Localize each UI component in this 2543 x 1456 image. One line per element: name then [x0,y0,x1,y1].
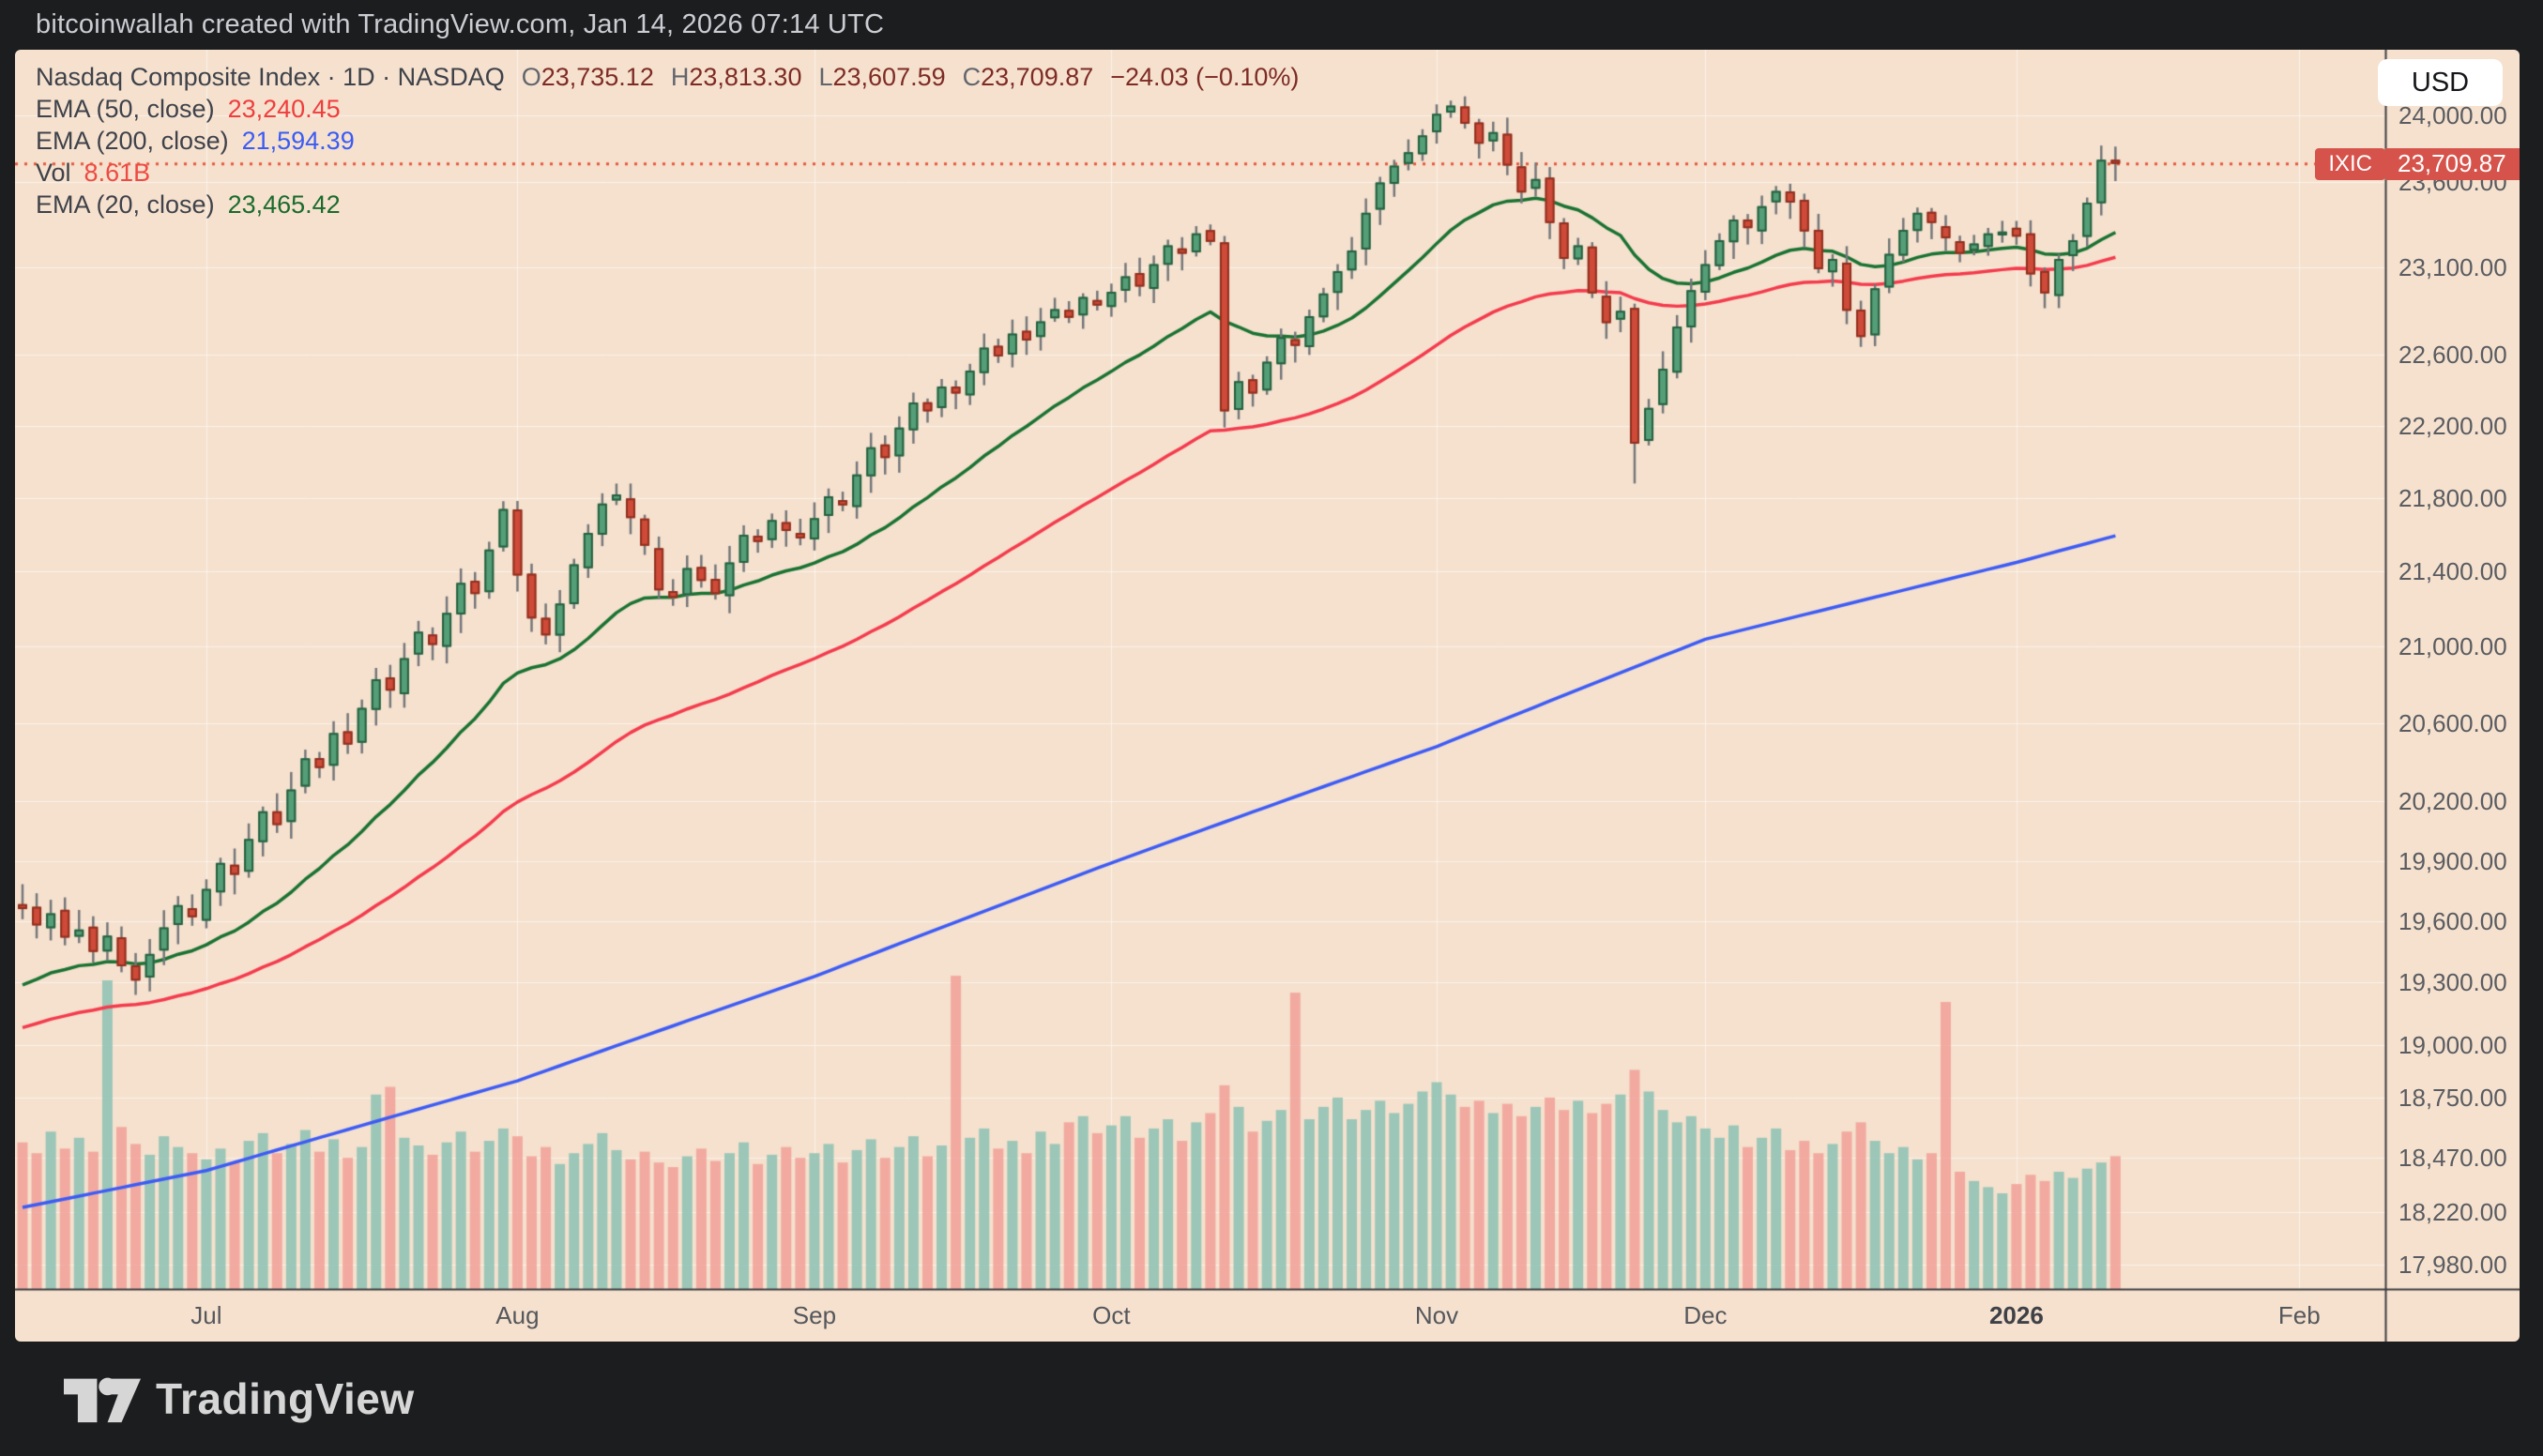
price-tick-label: 22,600.00 [2398,341,2507,370]
time-tick-label: 2026 [1988,1301,2044,1329]
price-tick-label: 23,100.00 [2398,253,2507,282]
time-tick-label: Feb [2277,1301,2321,1329]
time-tick-label: Sep [792,1301,837,1329]
indicator-value: 23,240.45 [227,95,341,123]
ohlc-key: O [521,63,541,91]
ohlc-value: 23,709.87 [981,63,1094,91]
indicator-value: 21,594.39 [241,127,355,155]
indicator-row[interactable]: EMA (200, close) 21,594.39 [36,125,1299,157]
price-tick-label: 18,750.00 [2398,1084,2507,1113]
time-tick-label: Aug [495,1301,540,1329]
indicator-label: Vol [36,159,71,187]
ohlc-key: C [962,63,982,91]
symbol-title[interactable]: Nasdaq Composite Index · 1D · NASDAQ [36,63,505,91]
last-price-value: 23,709.87 [2398,149,2506,178]
price-tick-label: 19,600.00 [2398,907,2507,936]
indicator-row[interactable]: Vol 8.61B [36,157,1299,189]
tradingview-logo-icon [64,1377,141,1423]
ohlc-value: 23,813.30 [689,63,802,91]
ohlc-key: L [818,63,833,91]
ohlc-value: 23,735.12 [541,63,654,91]
symbol-row: Nasdaq Composite Index · 1D · NASDAQ O23,… [36,61,1299,93]
indicator-label: EMA (200, close) [36,127,229,155]
price-tick-label: 19,000.00 [2398,1030,2507,1059]
tradingview-logo-text: TradingView [156,1374,415,1423]
time-tick-label: Nov [1414,1301,1459,1329]
chart-panel: Nasdaq Composite Index · 1D · NASDAQ O23,… [15,50,2520,1342]
tradingview-logo[interactable]: TradingView [64,1372,415,1426]
ohlc-values: O23,735.12 H23,813.30 L23,607.59 C23,709.87 [505,63,1094,91]
price-tick-label: 19,300.00 [2398,968,2507,997]
currency-button[interactable]: USD [2378,59,2503,106]
price-tick-label: 21,400.00 [2398,557,2507,586]
time-tick-label: Dec [1683,1301,1728,1329]
price-tick-label: 20,200.00 [2398,787,2507,816]
price-tick-label: 21,000.00 [2398,632,2507,661]
ohlc-value: 23,607.59 [832,63,946,91]
indicator-label: EMA (20, close) [36,190,215,219]
indicator-row[interactable]: EMA (20, close) 23,465.42 [36,189,1299,220]
last-price-badge: 23,709.87 [2385,147,2520,180]
price-tick-label: 20,600.00 [2398,709,2507,738]
indicator-rows: EMA (50, close) 23,240.45 EMA (200, close)… [36,93,1299,220]
indicator-row[interactable]: EMA (50, close) 23,240.45 [36,93,1299,125]
indicator-value: 8.61B [84,159,151,187]
attribution-text: bitcoinwallah created with TradingView.c… [36,9,885,39]
time-tick-label: Jul [190,1301,222,1329]
price-chart-canvas[interactable] [15,50,2520,1342]
footer-bar: TradingView [0,1342,2543,1456]
indicator-value: 23,465.42 [227,190,341,219]
price-tick-label: 24,000.00 [2398,101,2507,130]
chart-legend: Nasdaq Composite Index · 1D · NASDAQ O23,… [36,61,1299,220]
change-value: −24.03 (−0.10%) [1110,63,1300,91]
last-price-symbol-badge: IXIC [2315,147,2385,180]
price-tick-label: 22,200.00 [2398,411,2507,440]
price-tick-label: 18,220.00 [2398,1197,2507,1226]
price-tick-label: 18,470.00 [2398,1143,2507,1172]
price-tick-label: 21,800.00 [2398,483,2507,512]
time-tick-label: Oct [1092,1301,1131,1329]
ohlc-key: H [670,63,690,91]
attribution-bar: bitcoinwallah created with TradingView.c… [0,0,2543,50]
price-tick-label: 17,980.00 [2398,1250,2507,1279]
price-tick-label: 19,900.00 [2398,846,2507,875]
indicator-label: EMA (50, close) [36,95,215,123]
last-price-symbol: IXIC [2328,150,2372,176]
